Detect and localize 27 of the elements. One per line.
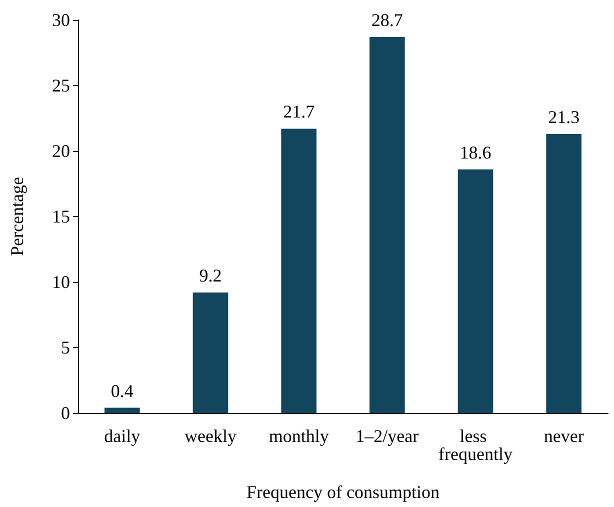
data-label: 21.7 <box>283 102 315 122</box>
data-label: 18.6 <box>460 142 492 162</box>
y-tick-label: 25 <box>52 76 70 96</box>
x-tick-label: monthly <box>268 426 329 446</box>
x-tick-label: daily <box>104 426 140 446</box>
y-tick-label: 30 <box>52 10 70 30</box>
data-label: 21.3 <box>548 106 580 127</box>
data-label: 9.2 <box>199 265 222 286</box>
y-axis-title: Percentage <box>7 177 27 256</box>
y-tick-label: 15 <box>52 206 70 226</box>
y-tick-label: 20 <box>52 141 70 161</box>
data-label: 28.7 <box>371 10 403 30</box>
data-label: 0.4 <box>110 380 134 401</box>
bar <box>458 169 494 413</box>
x-tick-label: weekly <box>184 426 236 446</box>
bar <box>281 128 316 413</box>
x-tick-label: less frequently <box>438 426 512 464</box>
bar <box>546 134 582 413</box>
bar <box>104 408 140 413</box>
y-tick-label: 0 <box>61 403 70 423</box>
bar <box>192 292 228 413</box>
y-tick-label: 5 <box>61 338 70 358</box>
bar <box>370 37 405 413</box>
x-tick-label: never <box>544 426 584 446</box>
x-axis-title: Frequency of consumption <box>246 482 440 502</box>
x-tick-label: 1–2/year <box>356 426 419 446</box>
y-tick-label: 10 <box>52 272 70 292</box>
